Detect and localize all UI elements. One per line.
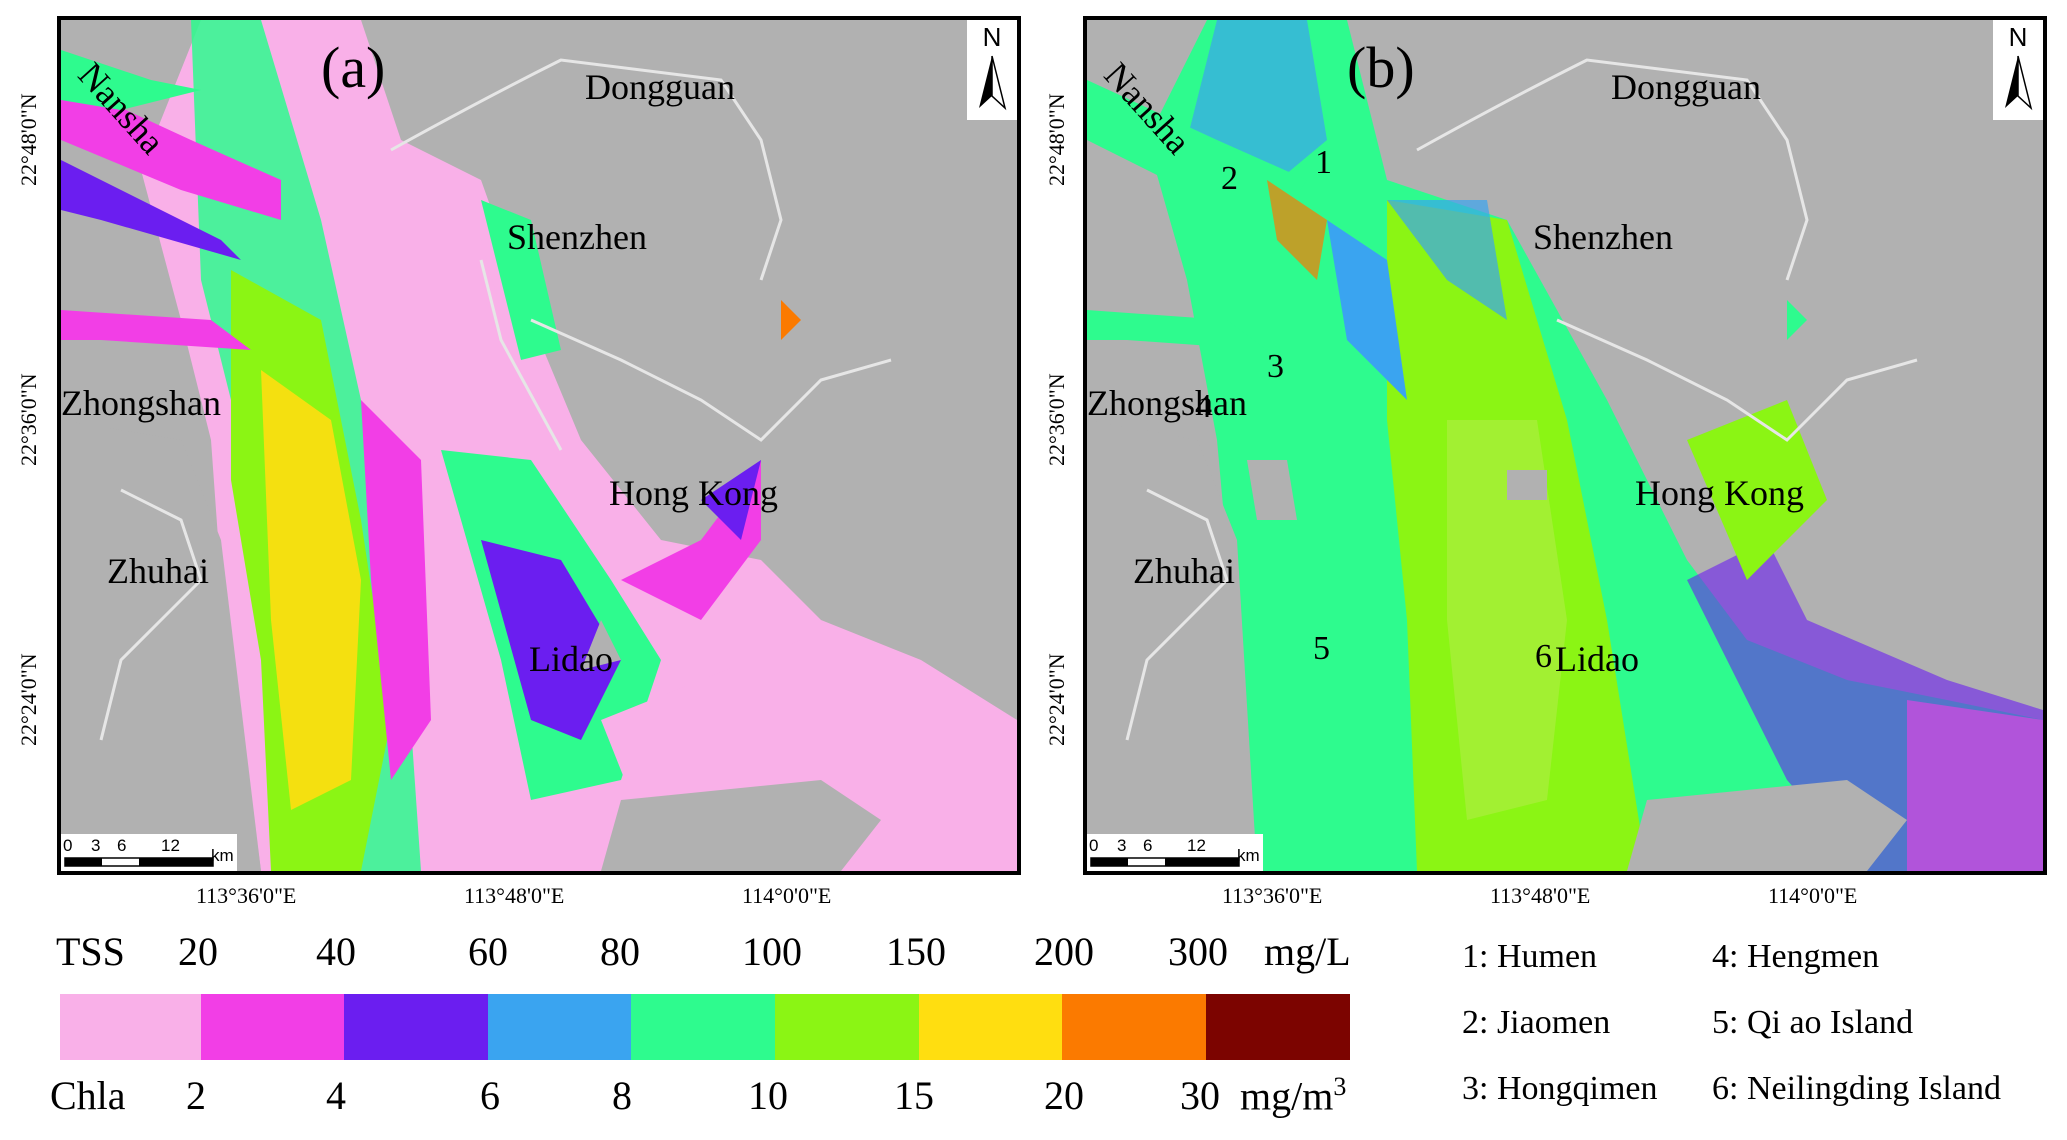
place-zhongshan-b: Zhongshan	[1087, 383, 1247, 423]
legend-tss-unit: mg/L	[1264, 929, 1351, 974]
legend-chla-value: 4	[326, 1073, 346, 1118]
lon-label: 113°36'0"E	[1222, 883, 1323, 908]
legend-chla-value: 10	[748, 1073, 788, 1118]
place-shenzhen-a: Shenzhen	[507, 217, 647, 257]
legend-tss-value: 60	[468, 929, 508, 974]
legend-chla-value: 8	[612, 1073, 632, 1118]
legend-chla-value: 30	[1180, 1073, 1220, 1118]
legend-swatch	[488, 994, 631, 1060]
scale-bar-graphic	[1090, 857, 1240, 867]
legend-chla-value: 20	[1044, 1073, 1084, 1118]
legend-tss-value: 80	[600, 929, 640, 974]
lon-label: 113°36'0"E	[196, 883, 297, 908]
site-number-4: 4	[1195, 388, 1212, 425]
key-item: 4: Hengmen	[1712, 938, 1880, 975]
panel-label-a: (a)	[321, 35, 386, 100]
place-hongkong-b: Hong Kong	[1635, 473, 1804, 513]
site-number-3: 3	[1267, 348, 1284, 385]
map-panel-a: (a) Dongguan Shenzhen Zhongshan Hong Kon…	[57, 16, 1021, 875]
legend-swatch	[775, 994, 919, 1060]
estuary-water-b	[1147, 20, 2043, 871]
place-lidao-b: Lidao	[1555, 639, 1639, 679]
lat-label: 22°24'0"N	[1044, 653, 1069, 746]
place-dongguan-b: Dongguan	[1611, 67, 1761, 107]
lat-label: 22°48'0"N	[1044, 93, 1069, 186]
site-number-2: 2	[1221, 160, 1238, 197]
lat-label: 22°36'0"N	[1044, 373, 1069, 466]
legend-tss-value: 40	[316, 929, 356, 974]
lat-label: 22°24'0"N	[16, 653, 41, 746]
legend-chla-value: 15	[894, 1073, 934, 1118]
place-hongkong-a: Hong Kong	[609, 473, 778, 513]
north-arrow-a: N	[967, 20, 1017, 120]
scale-bar-graphic	[64, 857, 214, 867]
place-zhuhai-b: Zhuhai	[1133, 551, 1235, 591]
lat-label: 22°36'0"N	[16, 373, 41, 466]
north-arrow-b: N	[1993, 20, 2043, 120]
north-arrow-icon	[2005, 55, 2033, 111]
lon-label: 113°48'0"E	[1490, 883, 1591, 908]
key-item: 6: Neilingding Island	[1712, 1070, 2001, 1107]
legend-swatch	[60, 994, 201, 1060]
site-number-1: 1	[1315, 144, 1332, 181]
legend-tss-value: 20	[178, 929, 218, 974]
legend-tss-value: 300	[1168, 929, 1228, 974]
legend-swatch	[919, 994, 1062, 1060]
site-number-5: 5	[1313, 630, 1330, 667]
lon-label: 113°48'0"E	[464, 883, 565, 908]
place-shenzhen-b: Shenzhen	[1533, 217, 1673, 257]
place-zhuhai-a: Zhuhai	[107, 551, 209, 591]
place-lidao-a: Lidao	[529, 639, 613, 679]
legend-tss-value: 200	[1034, 929, 1094, 974]
legend-swatch	[1062, 994, 1206, 1060]
legend-chla-label: Chla	[50, 1073, 126, 1118]
place-dongguan-a: Dongguan	[585, 67, 735, 107]
legend-swatch	[201, 994, 344, 1060]
legend-chla-unit: mg/m3	[1240, 1072, 1347, 1119]
place-zhongshan-a: Zhongshan	[61, 383, 221, 423]
key-item: 3: Hongqimen	[1462, 1070, 1658, 1107]
legend-tss-value: 100	[742, 929, 802, 974]
scale-bar-b: 0 3 6 12 km	[1087, 834, 1263, 871]
site-number-6: 6	[1535, 638, 1552, 675]
legend-swatch	[631, 994, 775, 1060]
lon-label: 114°0'0"E	[742, 883, 832, 908]
tss-map-a	[61, 20, 1017, 871]
lat-label: 22°48'0"N	[16, 93, 41, 186]
legend-swatch	[344, 994, 488, 1060]
lon-label: 114°0'0"E	[1768, 883, 1858, 908]
key-item: 1: Humen	[1462, 938, 1598, 975]
legend-tss-label: TSS	[56, 929, 125, 974]
north-arrow-icon	[979, 55, 1007, 111]
key-item: 5: Qi ao Island	[1712, 1004, 1914, 1041]
legend-swatch	[1206, 994, 1350, 1060]
legend-chla-value: 2	[186, 1073, 206, 1118]
map-panel-b: (b) Dongguan Shenzhen Zhongshan Hong Kon…	[1083, 16, 2047, 875]
key-item: 2: Jiaomen	[1462, 1004, 1611, 1041]
panel-label-b: (b)	[1347, 35, 1415, 100]
chla-map-b	[1087, 20, 2043, 871]
legend-chla-value: 6	[480, 1073, 500, 1118]
legend-tss-value: 150	[886, 929, 946, 974]
scale-bar-a: 0 3 6 12 km	[61, 834, 237, 871]
